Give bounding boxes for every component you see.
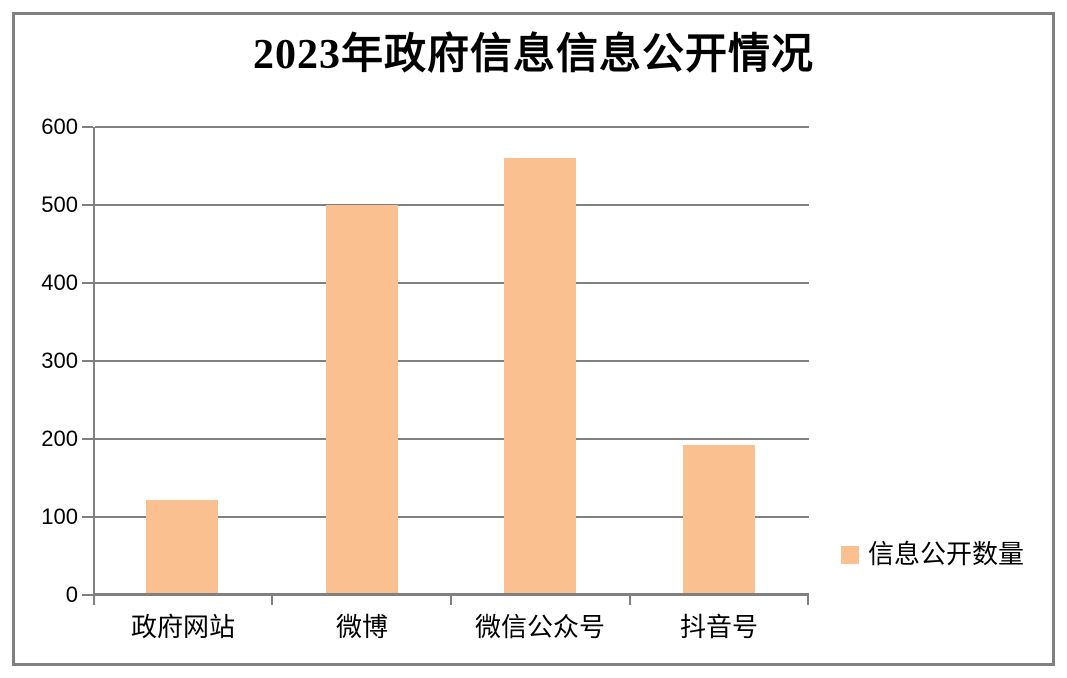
legend: 信息公开数量 — [841, 540, 1024, 570]
chart-title: 2023年政府信息信息公开情况 — [252, 32, 814, 78]
y-axis-label-0: 0 — [65, 582, 78, 607]
x-tick-left — [93, 596, 95, 605]
bar-douyin-account — [683, 445, 755, 593]
gridline-300 — [95, 360, 809, 362]
y-tick-100 — [82, 516, 93, 518]
chart-border-frame — [12, 12, 1055, 666]
gridline-400 — [95, 282, 809, 284]
y-axis-label-500: 500 — [41, 192, 78, 217]
legend-label: 信息公开数量 — [868, 540, 1025, 569]
bar-weibo — [326, 204, 398, 593]
x-tick-1 — [271, 596, 273, 605]
y-tick-400 — [82, 282, 93, 284]
y-tick-200 — [82, 438, 93, 440]
x-tick-2 — [450, 596, 452, 605]
y-tick-300 — [82, 360, 93, 362]
gridline-200 — [95, 438, 809, 440]
y-axis-label-600: 600 — [41, 114, 78, 139]
y-axis-label-400: 400 — [41, 270, 78, 295]
x-axis-line — [93, 593, 809, 596]
y-axis-label-300: 300 — [41, 348, 78, 373]
y-axis-label-100: 100 — [41, 504, 78, 529]
x-axis-label-weibo: 微博 — [335, 613, 388, 642]
gridline-600 — [95, 126, 809, 128]
x-axis-label-wechat-official-account: 微信公众号 — [474, 613, 605, 642]
x-axis-label-douyin-account: 抖音号 — [679, 613, 758, 642]
y-tick-500 — [82, 204, 93, 206]
gridline-500 — [95, 204, 809, 206]
x-axis-label-govt-website: 政府网站 — [130, 613, 235, 642]
x-tick-right — [807, 596, 809, 605]
bar-wechat-official-account — [504, 158, 576, 593]
x-tick-3 — [629, 596, 631, 605]
y-tick-600 — [82, 126, 93, 128]
y-axis-line — [93, 127, 95, 595]
y-tick-0 — [82, 594, 93, 596]
legend-square-icon — [841, 546, 859, 564]
gridline-100 — [95, 516, 809, 518]
y-axis-label-200: 200 — [41, 426, 78, 451]
bar-govt-website — [146, 499, 218, 593]
